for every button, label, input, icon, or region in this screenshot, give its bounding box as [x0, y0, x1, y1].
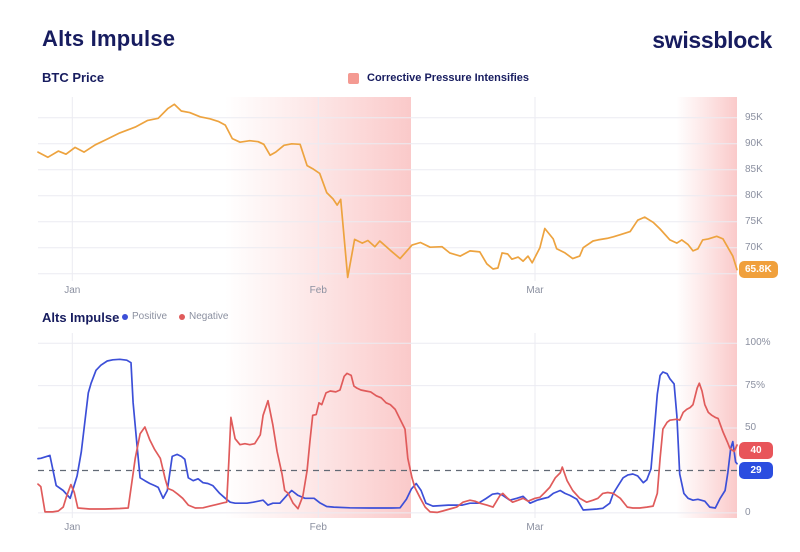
y-tick-label: 95K: [745, 111, 763, 123]
x-tick-label-jan: Jan: [64, 522, 81, 533]
btc-price-chart: [37, 97, 738, 281]
positive-dot-icon: [122, 313, 128, 320]
legend-item-negative: Negative: [179, 311, 228, 322]
y-tick-label: 85K: [745, 163, 763, 175]
positive-value-badge: 29: [739, 461, 773, 479]
negative-label: Negative: [189, 311, 229, 322]
corrective-legend-swatch-icon: [348, 72, 359, 84]
x-tick-label-mar: Mar: [526, 522, 544, 533]
alts-impulse-chart: [37, 333, 738, 518]
corrective-legend-label: Corrective Pressure Intensifies: [367, 72, 530, 84]
y-tick-label: 50: [745, 422, 757, 434]
series-negative: [37, 372, 738, 514]
page-title: Alts Impulse: [42, 26, 176, 51]
y-tick-label: 100%: [745, 337, 771, 349]
negative-dot-icon: [179, 313, 186, 320]
x-tick-label-feb: Feb: [309, 522, 327, 533]
y-tick-label: 80K: [745, 189, 763, 201]
y-tick-label: 75K: [745, 215, 763, 227]
negative-value-badge: 40: [739, 442, 773, 460]
btc-last-value-badge: 65.8K: [739, 260, 778, 278]
positive-label: Positive: [132, 311, 168, 322]
series-btc-price: [37, 103, 738, 279]
legend-item-positive: Positive: [122, 311, 167, 322]
btc-price-label: BTC Price: [42, 70, 105, 85]
x-tick-label-mar: Mar: [526, 285, 544, 296]
y-tick-label: 0: [745, 506, 751, 518]
y-tick-label: 70K: [745, 241, 763, 253]
x-tick-label-jan: Jan: [64, 285, 81, 296]
x-tick-label-feb: Feb: [309, 285, 327, 296]
y-tick-label: 90K: [745, 137, 763, 149]
alts-impulse-label: Alts Impulse: [42, 310, 120, 325]
series-positive: [37, 358, 738, 511]
corrective-pressure-legend: Corrective Pressure Intensifies: [348, 72, 529, 84]
y-tick-label: 75%: [745, 379, 766, 391]
impulse-legend: Positive Negative: [122, 311, 228, 322]
swissblock-logo: swissblock: [652, 27, 772, 53]
